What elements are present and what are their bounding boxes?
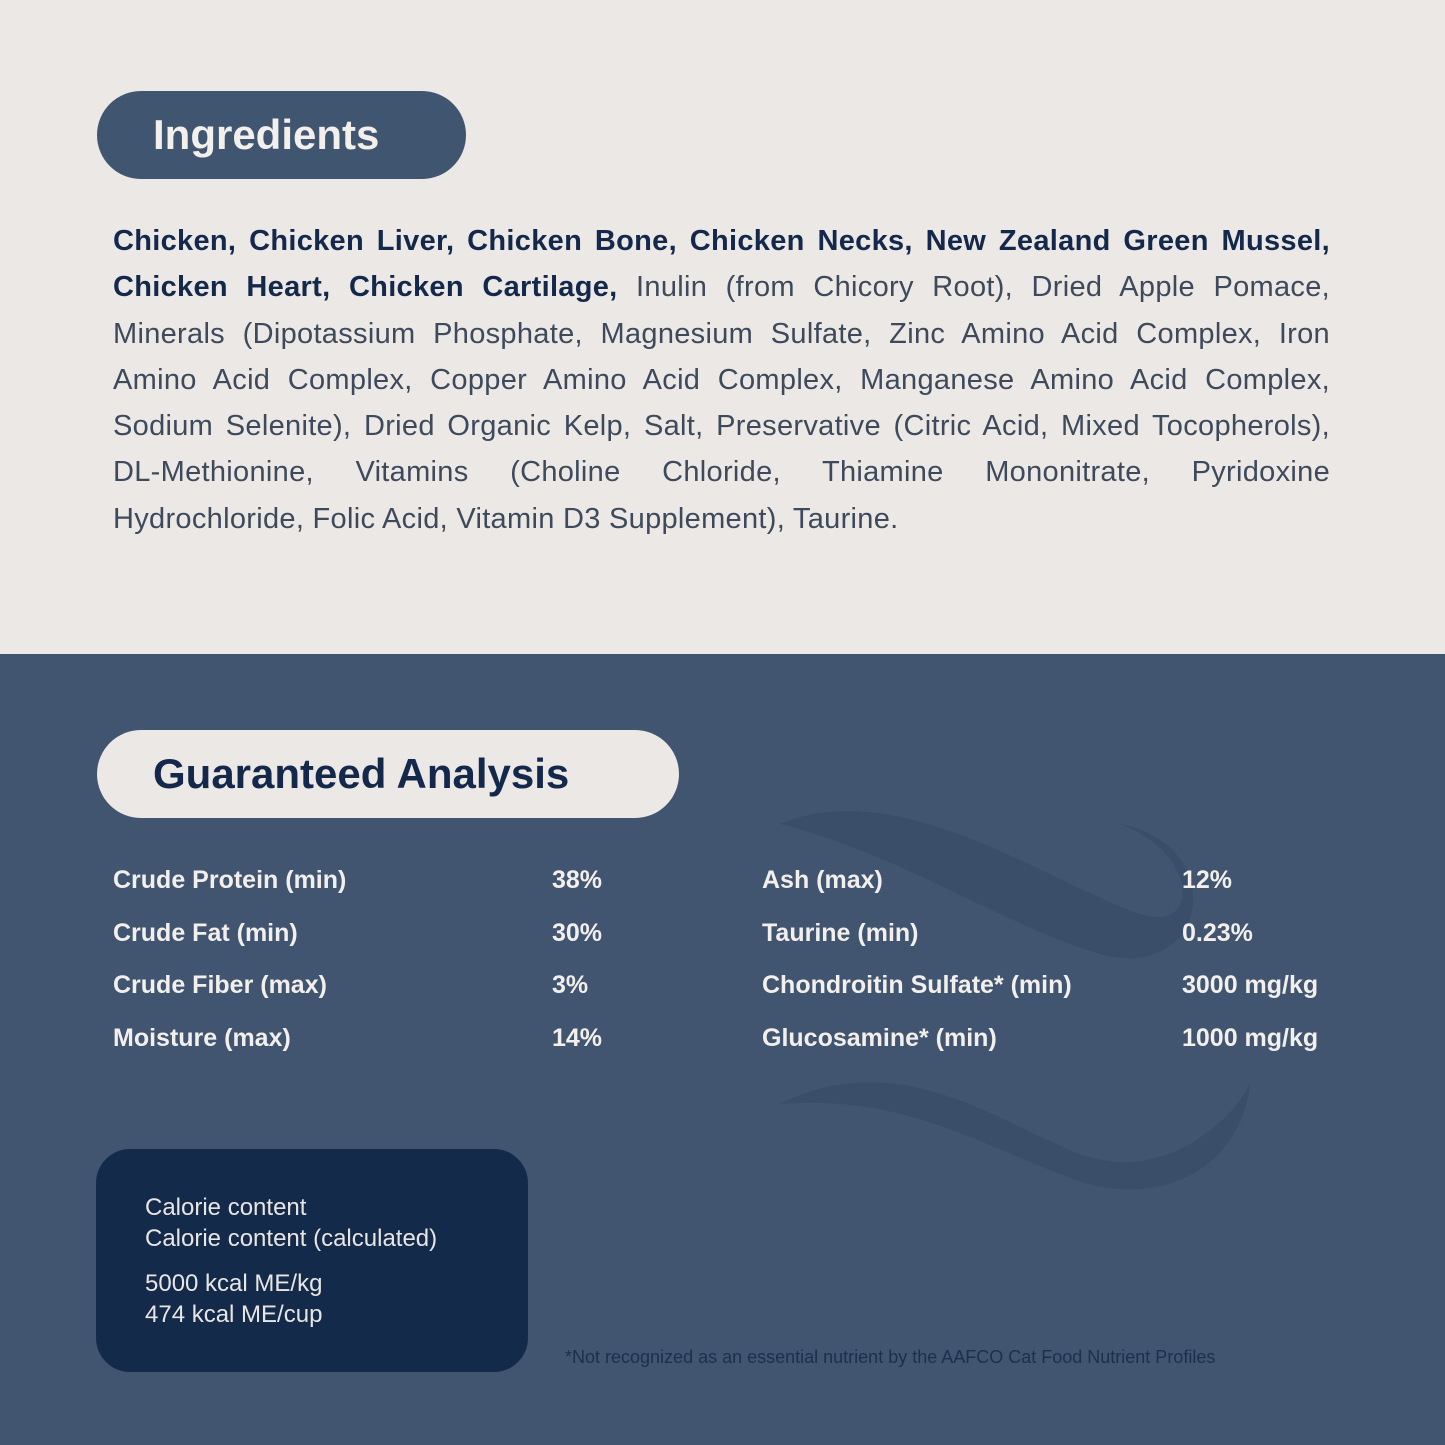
analysis-label: Crude Fiber (max) bbox=[113, 971, 327, 999]
calorie-per-cup: 474 kcal ME/cup bbox=[145, 1301, 323, 1328]
analysis-label: Ash (max) bbox=[762, 866, 883, 894]
analysis-label: Chondroitin Sulfate* (min) bbox=[762, 971, 1072, 999]
footnote: *Not recognized as an essential nutrient… bbox=[565, 1347, 1216, 1367]
calorie-label: Calorie content bbox=[145, 1194, 307, 1221]
analysis-label: Crude Protein (min) bbox=[113, 866, 347, 894]
analysis-value: 30% bbox=[552, 919, 603, 947]
analysis-value: 12% bbox=[1182, 866, 1233, 894]
ingredients-title: Ingredients bbox=[97, 91, 466, 179]
analysis-value: 14% bbox=[552, 1024, 603, 1052]
ingredients-list: Chicken, Chicken Liver, Chicken Bone, Ch… bbox=[113, 218, 1330, 542]
wave-decoration-icon bbox=[780, 811, 1250, 1190]
analysis-value: 1000 mg/kg bbox=[1182, 1024, 1319, 1052]
analysis-value: 3% bbox=[552, 971, 589, 999]
ingredients-regular: Inulin (from Chicory Root), Dried Apple … bbox=[113, 271, 1330, 535]
calorie-box: Calorie content Calorie content (calcula… bbox=[96, 1149, 528, 1372]
analysis-title: Guaranteed Analysis bbox=[97, 730, 679, 818]
analysis-label: Moisture (max) bbox=[113, 1024, 291, 1052]
analysis-label: Taurine (min) bbox=[762, 919, 919, 947]
analysis-value: 38% bbox=[552, 866, 603, 894]
ingredients-section: Ingredients Chicken, Chicken Liver, Chic… bbox=[0, 0, 1445, 654]
analysis-label: Crude Fat (min) bbox=[113, 919, 298, 947]
calorie-per-kg: 5000 kcal ME/kg bbox=[145, 1270, 323, 1297]
analysis-value: 0.23% bbox=[1182, 919, 1253, 947]
ingredients-bold: Chicken, Chicken Liver, Chicken Bone, Ch… bbox=[113, 225, 1330, 304]
analysis-value: 3000 mg/kg bbox=[1182, 971, 1319, 999]
analysis-section: Guaranteed Analysis bbox=[0, 654, 1445, 1445]
calorie-label-calculated: Calorie content (calculated) bbox=[145, 1225, 438, 1252]
analysis-label: Glucosamine* (min) bbox=[762, 1024, 997, 1052]
